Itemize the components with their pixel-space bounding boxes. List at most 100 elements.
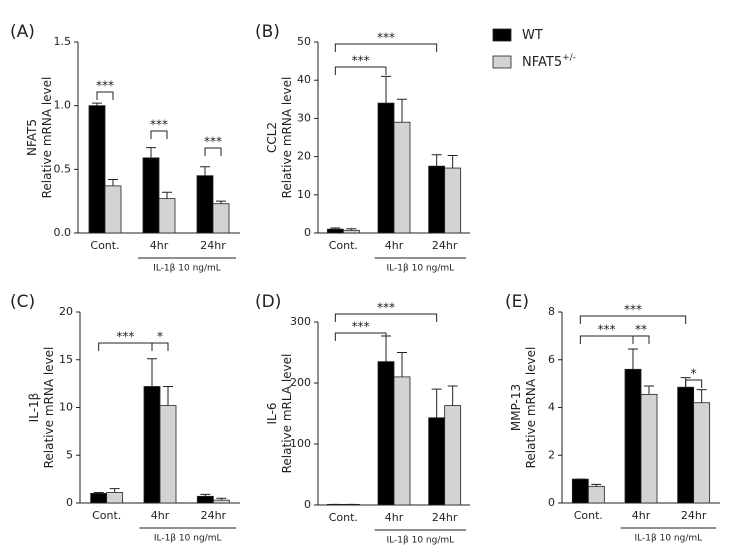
legend-label: NFAT5+/- xyxy=(522,53,576,70)
bar xyxy=(106,492,124,504)
significance-bracket xyxy=(334,313,438,322)
x-sublabel: IL-1β 10 ng/mL xyxy=(153,264,221,274)
y-tick-label: 0 xyxy=(548,496,555,509)
y-tick-label: 0 xyxy=(304,226,311,239)
panel-label: (B) xyxy=(255,22,280,42)
significance-bracket xyxy=(334,332,387,341)
bar xyxy=(377,361,395,506)
significance-label: ** xyxy=(635,323,647,337)
significance-label: * xyxy=(691,367,697,381)
error-bar xyxy=(216,200,226,204)
significance-label: *** xyxy=(624,303,642,317)
error-bar xyxy=(447,154,458,169)
bar xyxy=(624,368,642,504)
significance-bracket xyxy=(334,66,387,75)
error-bar xyxy=(92,102,102,106)
y-axis-title-unit: Relative mRNA level xyxy=(40,77,54,199)
x-tick-label: 24hr xyxy=(432,511,458,524)
y-tick-label: 200 xyxy=(290,376,311,389)
bar xyxy=(428,165,446,234)
error-bar xyxy=(200,166,210,176)
significance-label: *** xyxy=(204,135,222,149)
error-bar xyxy=(397,352,407,377)
y-axis-title: NFAT5Relative mRNA level xyxy=(25,77,54,199)
y-axis-title-unit: Relative mRLA level xyxy=(280,354,294,474)
x-tick-label: 24hr xyxy=(432,239,458,252)
bar xyxy=(393,376,411,506)
error-bar xyxy=(162,191,172,199)
bar xyxy=(143,386,161,504)
y-tick-label: 4 xyxy=(548,401,555,414)
bar xyxy=(142,157,160,234)
legend-name: WT xyxy=(522,28,543,43)
y-tick-label: 2 xyxy=(548,448,555,461)
x-tick-label: Cont. xyxy=(92,509,121,522)
y-axis-title-name: MMP-13 xyxy=(509,384,523,431)
error-bar xyxy=(163,385,173,406)
y-tick-label: 40 xyxy=(297,73,311,86)
error-bar xyxy=(397,98,407,123)
y-axis-title-name: CCL2 xyxy=(265,122,279,153)
x-tick-label: 4hr xyxy=(385,511,404,524)
bar xyxy=(158,198,176,234)
y-axis-title: IL-1βRelative mRNA level xyxy=(27,347,56,469)
x-sublabel: IL-1β 10 ng/mL xyxy=(387,536,455,546)
panel-label: (D) xyxy=(255,292,281,312)
bar xyxy=(196,495,214,504)
y-tick-label: 0.5 xyxy=(54,162,72,175)
bar xyxy=(393,121,411,234)
bar xyxy=(159,405,177,504)
significance-bracket xyxy=(98,342,153,351)
bar xyxy=(326,228,344,234)
error-bar xyxy=(330,227,341,230)
significance-label: *** xyxy=(352,320,370,334)
legend-sup: +/- xyxy=(562,53,576,63)
error-bar xyxy=(447,385,458,406)
error-bar xyxy=(431,388,442,418)
error-bar xyxy=(146,147,156,158)
legend-swatch xyxy=(492,28,512,42)
error-bar xyxy=(431,154,442,167)
y-axis-title: IL-6Relative mRLA level xyxy=(265,354,294,474)
significance-label: *** xyxy=(598,323,616,337)
significance-bracket xyxy=(579,335,634,344)
x-tick-label: 4hr xyxy=(385,239,404,252)
y-tick-label: 10 xyxy=(59,401,73,414)
panel-label: (E) xyxy=(505,292,529,312)
bar xyxy=(444,405,462,506)
error-bar xyxy=(644,385,654,395)
significance-label: *** xyxy=(150,118,168,132)
y-tick-label: 10 xyxy=(297,188,311,201)
y-axis-title: MMP-13Relative mRNA level xyxy=(509,347,538,469)
error-bar xyxy=(216,497,227,501)
y-axis-title-name: IL-1β xyxy=(27,393,41,423)
significance-label: *** xyxy=(352,54,370,68)
y-tick-label: 0 xyxy=(66,496,73,509)
y-tick-label: 1.0 xyxy=(54,99,72,112)
bar xyxy=(212,203,230,234)
error-bar xyxy=(381,75,391,104)
x-sublabel: IL-1β 10 ng/mL xyxy=(154,534,222,544)
bar xyxy=(677,386,695,504)
y-axis-title-name: NFAT5 xyxy=(25,119,39,156)
legend-swatch xyxy=(492,55,512,69)
error-bar xyxy=(109,488,120,493)
legend-label: WT xyxy=(522,28,543,43)
y-axis-title-name: IL-6 xyxy=(265,403,279,425)
y-tick-label: 15 xyxy=(59,353,73,366)
bar xyxy=(640,393,658,504)
bar xyxy=(444,167,462,234)
x-tick-label: 24hr xyxy=(681,509,707,522)
bar xyxy=(212,499,230,504)
bar xyxy=(428,417,446,506)
x-tick-label: 4hr xyxy=(150,239,169,252)
significance-bracket xyxy=(632,335,650,344)
x-sublabel: IL-1β 10 ng/mL xyxy=(387,264,455,274)
y-axis-title-unit: Relative mRNA level xyxy=(524,347,538,469)
bar xyxy=(693,402,711,504)
y-tick-label: 1.5 xyxy=(54,35,72,48)
significance-bracket xyxy=(151,342,169,351)
bar xyxy=(587,485,605,504)
significance-label: * xyxy=(157,330,163,344)
